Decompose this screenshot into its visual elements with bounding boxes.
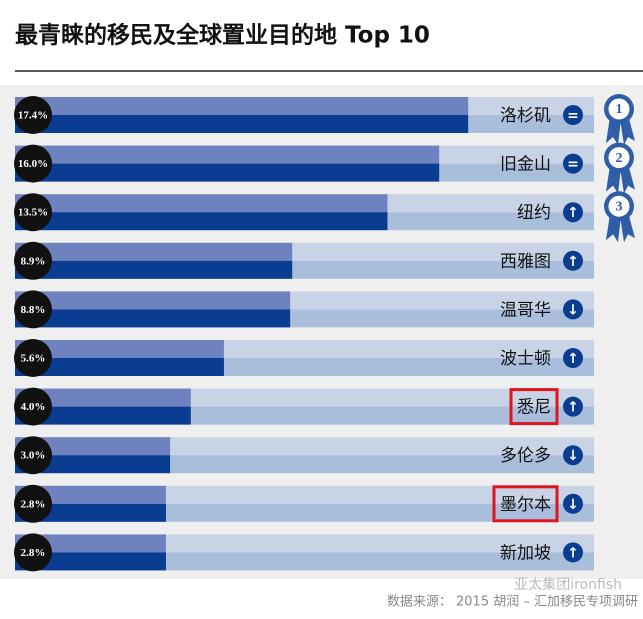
category-label: 洛杉矶 bbox=[500, 106, 551, 126]
highlight-box bbox=[509, 388, 559, 426]
value-badge bbox=[14, 290, 52, 329]
bar bbox=[15, 437, 171, 474]
value-label: 4.0% bbox=[21, 401, 46, 413]
trend-icon: ↓ bbox=[567, 302, 579, 318]
trend-icon: ↓ bbox=[567, 497, 579, 513]
category-label: 悉尼 bbox=[517, 398, 551, 418]
value-label: 8.9% bbox=[21, 255, 46, 267]
trend-badge bbox=[563, 493, 583, 514]
value-label: 8.8% bbox=[21, 304, 46, 316]
highlight-box bbox=[492, 485, 559, 523]
bar bbox=[15, 340, 224, 376]
bar bbox=[15, 145, 440, 182]
value-badge bbox=[14, 241, 52, 280]
value-badge bbox=[14, 436, 52, 475]
category-label: 温哥华 bbox=[500, 300, 551, 320]
category-label: 西雅图 bbox=[500, 252, 551, 272]
rank-label: 3 bbox=[616, 199, 623, 214]
trend-icon: = bbox=[567, 157, 579, 173]
trend-icon: ↑ bbox=[567, 400, 579, 416]
watermark: 亚太集团ironfish bbox=[514, 576, 622, 593]
trend-badge bbox=[563, 396, 583, 417]
bar bbox=[15, 388, 191, 425]
bar bbox=[15, 534, 166, 571]
value-label: 13.5% bbox=[18, 207, 48, 219]
category-label: 波士顿 bbox=[500, 349, 551, 369]
value-label: 3.0% bbox=[21, 450, 46, 462]
bar bbox=[15, 242, 293, 279]
value-badge bbox=[14, 193, 52, 232]
trend-badge bbox=[563, 153, 583, 174]
trend-badge bbox=[563, 250, 583, 271]
ribbon bbox=[606, 117, 621, 145]
category-label: 新加坡 bbox=[500, 543, 551, 563]
rank-label: 1 bbox=[616, 102, 623, 117]
trend-icon: ↑ bbox=[567, 351, 579, 367]
value-badge bbox=[14, 387, 52, 426]
bar bbox=[15, 485, 166, 522]
value-label: 2.8% bbox=[21, 547, 46, 559]
value-label: 5.6% bbox=[21, 353, 46, 365]
trend-icon: ↑ bbox=[567, 205, 579, 221]
category-label: 纽约 bbox=[517, 203, 551, 223]
rosette-inner bbox=[607, 97, 631, 121]
trend-badge bbox=[563, 299, 583, 320]
ribbon bbox=[606, 214, 621, 243]
bar bbox=[15, 194, 388, 231]
value-label: 17.4% bbox=[18, 110, 48, 122]
bar bbox=[15, 97, 469, 133]
value-badge bbox=[14, 533, 52, 572]
trend-icon: = bbox=[567, 108, 579, 124]
trend-badge bbox=[563, 542, 583, 563]
trend-badge bbox=[563, 105, 583, 125]
trend-badge bbox=[563, 445, 583, 466]
value-badge bbox=[14, 96, 52, 134]
category-label: 旧金山 bbox=[500, 155, 551, 175]
category-label: 多伦多 bbox=[500, 446, 551, 466]
trend-badge bbox=[563, 348, 583, 368]
value-label: 2.8% bbox=[21, 498, 46, 510]
rank-label: 2 bbox=[616, 151, 623, 166]
value-badge bbox=[14, 339, 52, 377]
value-badge bbox=[14, 144, 52, 183]
chart-title: 最青睐的移民及全球置业目的地 Top 10 bbox=[15, 22, 430, 49]
source: 数据来源： 2015 胡润 – 汇加移民专项调研 bbox=[387, 595, 638, 610]
trend-icon: ↑ bbox=[567, 545, 579, 561]
bar bbox=[15, 291, 291, 328]
category-label: 墨尔本 bbox=[500, 495, 551, 515]
trend-icon: ↑ bbox=[567, 254, 579, 270]
rosette-inner bbox=[607, 146, 631, 170]
value-label: 16.0% bbox=[18, 158, 48, 170]
value-badge bbox=[14, 484, 52, 523]
trend-icon: ↓ bbox=[567, 448, 579, 464]
ribbon bbox=[606, 165, 621, 194]
rosette-inner bbox=[607, 194, 631, 218]
trend-badge bbox=[563, 202, 583, 223]
